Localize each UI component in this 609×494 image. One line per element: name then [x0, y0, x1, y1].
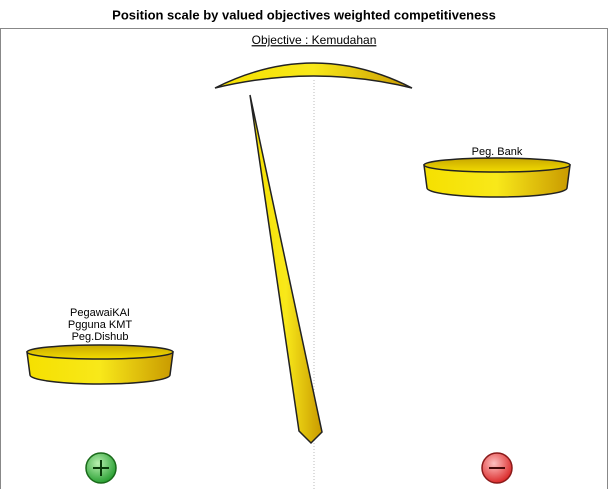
pan-label: Peg.Dishub	[72, 331, 129, 343]
pan-label: Peg. Bank	[472, 146, 523, 158]
plus-icon	[93, 460, 109, 476]
minus-button[interactable]	[481, 452, 513, 484]
right-pan	[423, 157, 571, 198]
objective-label: Objective : Kemudahan	[252, 33, 377, 47]
plus-button[interactable]	[85, 452, 117, 484]
panel-border	[0, 28, 608, 494]
pan-bowl	[423, 164, 571, 198]
pan-bowl	[26, 351, 174, 385]
pan-top	[423, 157, 571, 173]
pan-label: PegawaiKAI	[70, 307, 130, 319]
needle	[249, 94, 323, 445]
pan-label: Pgguna KMT	[68, 319, 132, 331]
left-pan	[26, 344, 174, 385]
scale-beam	[214, 62, 413, 89]
pan-top	[26, 344, 174, 360]
title: Position scale by valued objectives weig…	[112, 7, 496, 22]
